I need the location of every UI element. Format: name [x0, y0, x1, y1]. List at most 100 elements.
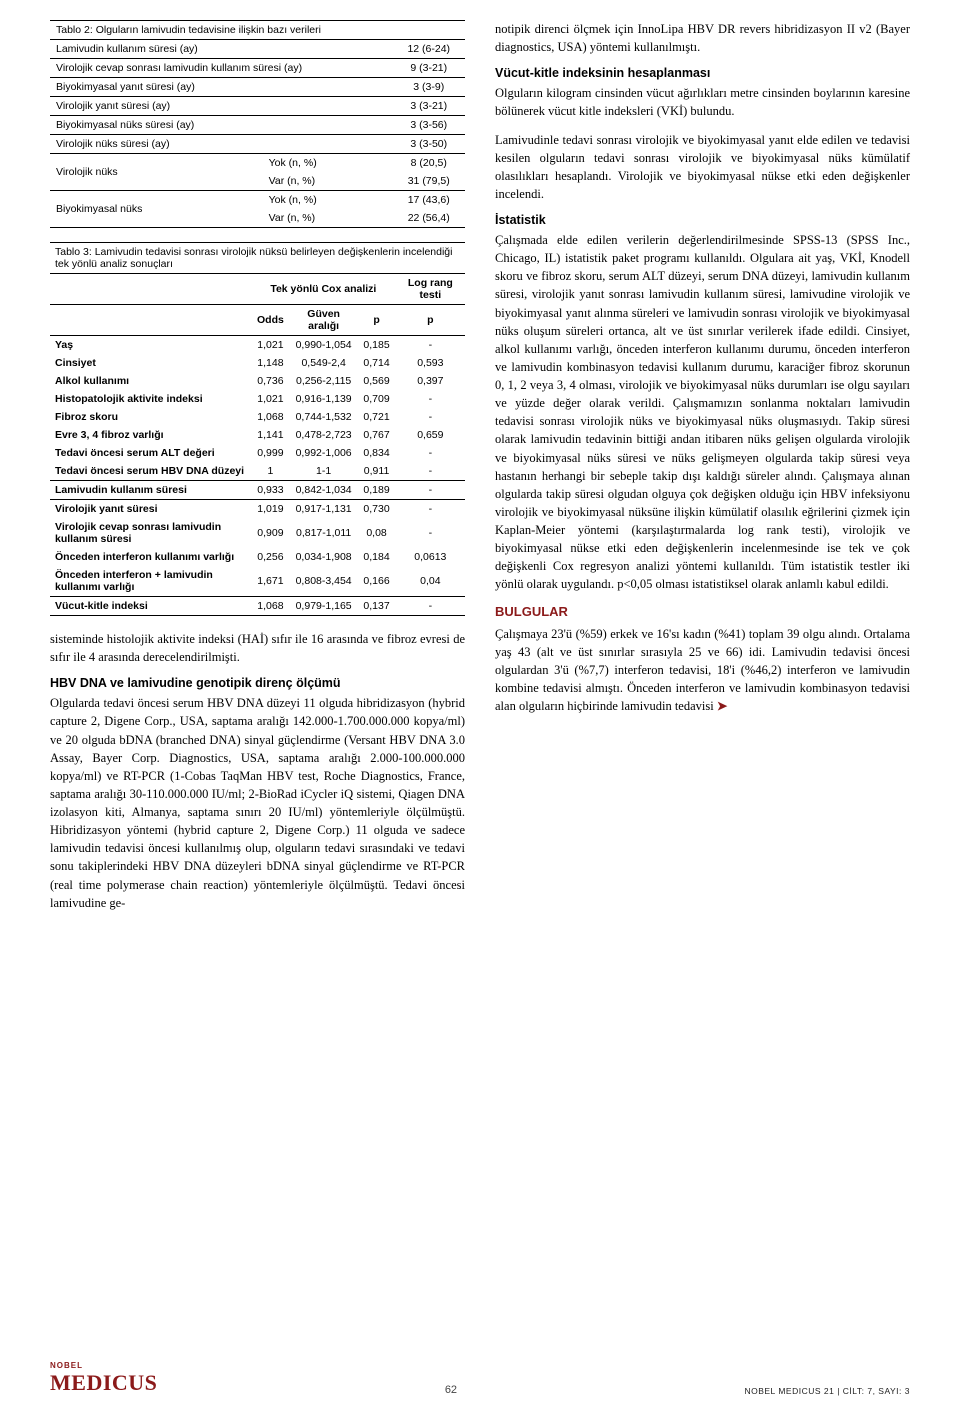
cell-p: 0,569	[357, 372, 395, 390]
table-row: Cinsiyet 1,148 0,549-2,4 0,714 0,593	[50, 354, 465, 372]
para: sisteminde histolojik aktivite indeksi (…	[50, 630, 465, 666]
cell-odds: 1,141	[251, 426, 290, 444]
cell-p: 0,184	[357, 548, 395, 566]
cell-value: 3 (3-50)	[392, 135, 465, 154]
cell-odds: 1,671	[251, 566, 290, 597]
t3-col-right-group: Log rang testi	[396, 274, 465, 305]
cell-p: 0,730	[357, 500, 395, 519]
cell-p: 0,834	[357, 444, 395, 462]
para: Olgularda tedavi öncesi serum HBV DNA dü…	[50, 694, 465, 912]
cell-ci: 0,817-1,011	[290, 518, 358, 548]
cell-pr: -	[396, 444, 465, 462]
table-row: Biyokimyasal nüks süresi (ay) 3 (3-56)	[50, 116, 465, 135]
cell-p: 0,911	[357, 462, 395, 481]
cell-p: 0,714	[357, 354, 395, 372]
cell-label: Tedavi öncesi serum HBV DNA düzeyi	[50, 462, 251, 481]
cell-ci: 0,034-1,908	[290, 548, 358, 566]
table2-title: Tablo 2: Olguların lamivudin tedavisine …	[50, 21, 465, 40]
cell-value: 9 (3-21)	[392, 59, 465, 78]
cell-ci: 0,744-1,532	[290, 408, 358, 426]
para: Olguların kilogram cinsinden vücut ağırl…	[495, 84, 910, 120]
cell-ci: 0,990-1,054	[290, 336, 358, 355]
cell-pr: -	[396, 462, 465, 481]
cell-odds: 1,019	[251, 500, 290, 519]
cell-value: 3 (3-9)	[392, 78, 465, 97]
table-row: Önceden interferon + lamivudin kullanımı…	[50, 566, 465, 597]
cell-value: 17 (43,6)	[392, 191, 465, 210]
table-row: Vücut-kitle indeksi 1,068 0,979-1,165 0,…	[50, 597, 465, 616]
table-row: Virolojik yanıt süresi 1,019 0,917-1,131…	[50, 500, 465, 519]
para: Çalışmaya 23'ü (%59) erkek ve 16'sı kadı…	[495, 625, 910, 716]
t3-col-pr: p	[396, 305, 465, 336]
cell-value: 31 (79,5)	[392, 172, 465, 191]
cell-p: 0,709	[357, 390, 395, 408]
table-2: Tablo 2: Olguların lamivudin tedavisine …	[50, 20, 465, 228]
cell-label: Lamivudin kullanım süresi	[50, 481, 251, 500]
cell-odds: 1,068	[251, 597, 290, 616]
cell-p: 0,137	[357, 597, 395, 616]
cell-label: Virolojik yanıt süresi (ay)	[50, 97, 392, 116]
cell-group: Biyokimyasal nüks	[50, 191, 263, 228]
cell-pr: -	[396, 390, 465, 408]
cell-ci: 0,979-1,165	[290, 597, 358, 616]
cell-odds: 1,021	[251, 336, 290, 355]
cell-odds: 1	[251, 462, 290, 481]
cell-label: Virolojik yanıt süresi	[50, 500, 251, 519]
table-row: Virolojik nüks Yok (n, %) 8 (20,5)	[50, 154, 465, 173]
cell-ci: 0,478-2,723	[290, 426, 358, 444]
cell-pr: 0,593	[396, 354, 465, 372]
cell-odds: 1,068	[251, 408, 290, 426]
table-row: Alkol kullanımı 0,736 0,256-2,115 0,569 …	[50, 372, 465, 390]
cell-pr: 0,659	[396, 426, 465, 444]
cell-p: 0,166	[357, 566, 395, 597]
para: Çalışmada elde edilen verilerin değerlen…	[495, 231, 910, 594]
cell-value: 3 (3-21)	[392, 97, 465, 116]
cell-odds: 0,736	[251, 372, 290, 390]
cell-value: 3 (3-56)	[392, 116, 465, 135]
cell-ci: 0,808-3,454	[290, 566, 358, 597]
cell-p: 0,767	[357, 426, 395, 444]
cell-label: Tedavi öncesi serum ALT değeri	[50, 444, 251, 462]
cell-label: Vücut-kitle indeksi	[50, 597, 251, 616]
table-row: Tedavi öncesi serum ALT değeri 0,999 0,9…	[50, 444, 465, 462]
right-body: notipik direnci ölçmek için InnoLipa HBV…	[495, 20, 910, 715]
t3-col-group: Tek yönlü Cox analizi	[251, 274, 396, 305]
cell-sub: Var (n, %)	[263, 209, 393, 228]
cell-sub: Yok (n, %)	[263, 154, 393, 173]
cell-value: 12 (6-24)	[392, 40, 465, 59]
cell-pr: -	[396, 597, 465, 616]
cell-sub: Var (n, %)	[263, 172, 393, 191]
cell-label: Histopatolojik aktivite indeksi	[50, 390, 251, 408]
table3-title: Tablo 3: Lamivudin tedavisi sonrası viro…	[50, 243, 465, 274]
table-row: Evre 3, 4 fibroz varlığı 1,141 0,478-2,7…	[50, 426, 465, 444]
cell-p: 0,185	[357, 336, 395, 355]
cell-label: Virolojik nüks süresi (ay)	[50, 135, 392, 154]
cell-label: Virolojik cevap sonrası lamivudin kullan…	[50, 59, 392, 78]
cell-p: 0,08	[357, 518, 395, 548]
cell-pr: 0,04	[396, 566, 465, 597]
section-head: BULGULAR	[495, 604, 910, 619]
table-row: Lamivudin kullanım süresi 0,933 0,842-1,…	[50, 481, 465, 500]
cell-odds: 0,256	[251, 548, 290, 566]
cell-label: Yaş	[50, 336, 251, 355]
table-row: Yaş 1,021 0,990-1,054 0,185 -	[50, 336, 465, 355]
para: notipik direnci ölçmek için InnoLipa HBV…	[495, 20, 910, 56]
table-row: Virolojik cevap sonrası lamivudin kullan…	[50, 518, 465, 548]
cell-label: Biyokimyasal yanıt süresi (ay)	[50, 78, 392, 97]
cell-pr: -	[396, 518, 465, 548]
cell-pr: -	[396, 500, 465, 519]
cell-ci: 0,917-1,131	[290, 500, 358, 519]
table-row: Virolojik cevap sonrası lamivudin kullan…	[50, 59, 465, 78]
cell-sub: Yok (n, %)	[263, 191, 393, 210]
table-row: Virolojik yanıt süresi (ay) 3 (3-21)	[50, 97, 465, 116]
cell-value: 22 (56,4)	[392, 209, 465, 228]
cell-odds: 0,909	[251, 518, 290, 548]
table-row: Tedavi öncesi serum HBV DNA düzeyi 1 1-1…	[50, 462, 465, 481]
cell-odds: 1,021	[251, 390, 290, 408]
cell-label: Önceden interferon kullanımı varlığı	[50, 548, 251, 566]
cell-ci: 0,842-1,034	[290, 481, 358, 500]
t3-col-odds: Odds	[251, 305, 290, 336]
cell-ci: 0,256-2,115	[290, 372, 358, 390]
cell-odds: 0,933	[251, 481, 290, 500]
cell-ci: 0,916-1,139	[290, 390, 358, 408]
